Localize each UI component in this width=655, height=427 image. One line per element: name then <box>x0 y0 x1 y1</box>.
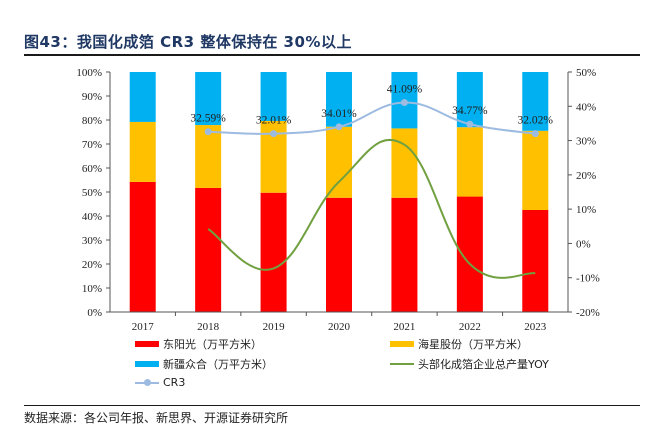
x-tick-label: 2018 <box>197 321 220 333</box>
right-tick-label: -20% <box>576 307 600 319</box>
bar-segment-2018-0 <box>195 187 222 312</box>
cr3-data-label-2018: 32.59% <box>190 113 226 125</box>
left-tick-label: 100% <box>76 67 102 79</box>
legend-item-yoy: 头部化成箔企业总产量YOY <box>390 356 549 372</box>
bar-segment-2017-0 <box>129 181 156 312</box>
bar-segment-2019-0 <box>260 192 287 312</box>
legend-label: 海星股份（万平方米） <box>418 338 528 351</box>
legend-label: 东阳光（万平方米） <box>163 338 262 351</box>
cr3-data-label-2022: 34.77% <box>452 105 488 117</box>
cr3-data-label-2019: 32.01% <box>256 115 292 127</box>
legend-item-dongyangguang: 东阳光（万平方米） <box>135 336 262 352</box>
cr3-marker-2020 <box>335 123 343 131</box>
left-tick-label: 60% <box>82 163 102 175</box>
legend-marker-dot <box>144 378 151 386</box>
bar-segment-2018-1 <box>195 125 222 188</box>
left-tick-label: 40% <box>82 211 102 223</box>
bar-segment-2020-2 <box>326 72 352 127</box>
right-tick-label: -10% <box>576 273 600 285</box>
legend-label: 头部化成箔企业总产量YOY <box>418 358 549 371</box>
x-tick-label: 2021 <box>393 321 415 333</box>
legend-line-marker-blue <box>135 378 159 386</box>
legend-item-cr3: CR3 <box>135 376 185 389</box>
legend-item-haixing: 海星股份（万平方米） <box>390 336 528 352</box>
labels-layer: 32.59% 32.01% 34.01% 41.09% 34.77% 32.02% <box>190 84 553 127</box>
left-tick-label: 0% <box>87 307 102 319</box>
bar-segment-2022-0 <box>456 196 483 312</box>
bar-segment-2018-2 <box>195 72 222 126</box>
bar-segment-2017-1 <box>129 121 156 182</box>
cr3-data-label-2020: 34.01% <box>321 108 357 120</box>
yoy-line <box>207 138 536 279</box>
x-tick-label: 2020 <box>328 321 351 333</box>
x-tick-label: 2023 <box>524 321 547 333</box>
x-tick-label: 2017 <box>132 321 155 333</box>
source-divider <box>24 405 640 406</box>
left-tick-label: 80% <box>82 115 102 127</box>
cr3-line <box>208 101 536 135</box>
right-tick-label: 50% <box>576 67 596 79</box>
bar-segment-2021-0 <box>391 197 418 312</box>
bar-segment-2022-2 <box>456 72 483 128</box>
right-tick-label: 0% <box>576 238 591 250</box>
chart: 0% 10% 20% 30% 40% 50% 60% 70% 80% 90% 100% -20% -10… <box>76 67 600 333</box>
right-tick-label: 10% <box>576 204 596 216</box>
legend-line-green <box>390 363 414 365</box>
bar-segment-2023-0 <box>522 210 549 312</box>
cr3-marker-2019 <box>270 130 278 138</box>
cr3-marker-2021 <box>400 99 408 107</box>
cr3-data-label-2021: 41.09% <box>387 84 423 96</box>
cr3-marker-2022 <box>466 120 474 128</box>
figure-title: 图43：我国化成箔 CR3 整体保持在 30%以上 <box>24 33 352 51</box>
bar-segment-2020-1 <box>326 126 352 198</box>
bar-segment-2017-2 <box>129 72 156 122</box>
right-tick-label: 30% <box>576 136 596 148</box>
legend-swatch-red <box>135 341 159 347</box>
bar-segment-2023-1 <box>522 130 549 210</box>
source-note: 数据来源：各公司年报、新思界、开源证券研究所 <box>24 411 289 425</box>
legend: 东阳光（万平方米） 海星股份（万平方米） 新疆众合（万平方米） 头部化成箔企业总… <box>135 336 595 396</box>
bars-layer <box>129 72 549 312</box>
left-tick-label: 70% <box>82 139 102 151</box>
cr3-data-label-2023: 32.02% <box>518 115 554 127</box>
legend-swatch-yellow <box>390 341 414 347</box>
left-tick-label: 20% <box>82 259 102 271</box>
axes-layer: 0% 10% 20% 30% 40% 50% 60% 70% 80% 90% 100% -20% -10… <box>76 67 600 333</box>
bar-segment-2020-0 <box>326 197 352 312</box>
bar-segment-2019-2 <box>260 72 287 121</box>
legend-label: 新疆众合（万平方米） <box>163 358 273 371</box>
title-divider <box>24 54 640 56</box>
legend-item-xinjiangzhonghe: 新疆众合（万平方米） <box>135 356 273 372</box>
cr3-marker-2018 <box>204 128 212 136</box>
bar-segment-2023-2 <box>522 72 549 131</box>
left-tick-label: 50% <box>82 187 102 199</box>
left-tick-label: 10% <box>82 283 102 295</box>
right-tick-label: 40% <box>576 101 596 113</box>
left-tick-label: 90% <box>82 91 102 103</box>
x-tick-label: 2022 <box>459 321 481 333</box>
legend-swatch-blue <box>135 361 159 367</box>
right-tick-label: 20% <box>576 170 596 182</box>
x-tick-label: 2019 <box>263 321 286 333</box>
lines-layer <box>204 99 539 279</box>
bar-segment-2021-1 <box>391 128 418 198</box>
left-tick-label: 30% <box>82 235 102 247</box>
bar-segment-2022-1 <box>456 127 483 197</box>
legend-label: CR3 <box>163 376 186 389</box>
cr3-marker-2023 <box>531 130 539 138</box>
